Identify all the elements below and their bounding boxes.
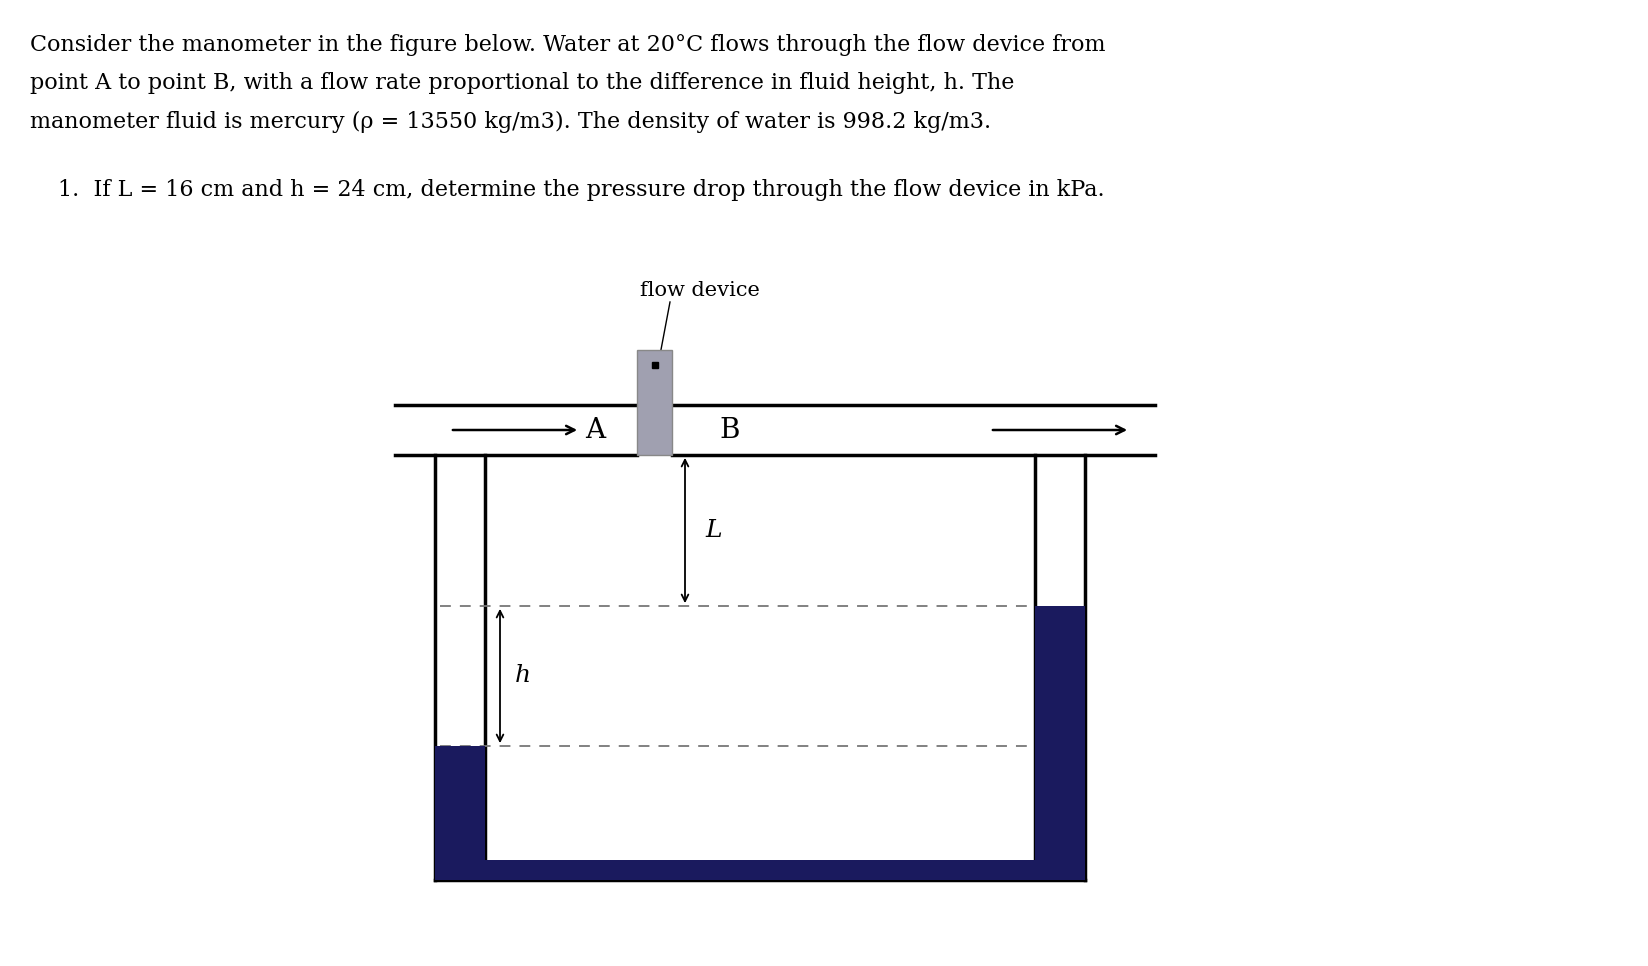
Text: Consider the manometer in the figure below. Water at 20°C flows through the flow: Consider the manometer in the figure bel… (30, 34, 1106, 56)
Bar (1035, 606, 1084, 880)
Text: h: h (514, 665, 531, 688)
Text: flow device: flow device (639, 281, 760, 300)
Text: point A to point B, with a flow rate proportional to the difference in fluid hei: point A to point B, with a flow rate pro… (30, 72, 1014, 95)
Text: B: B (720, 416, 740, 443)
Text: manometer fluid is mercury (ρ = 13550 kg/m3). The density of water is 998.2 kg/m: manometer fluid is mercury (ρ = 13550 kg… (30, 111, 990, 133)
Text: L: L (705, 519, 722, 542)
Text: 1.  If L = 16 cm and h = 24 cm, determine the pressure drop through the flow dev: 1. If L = 16 cm and h = 24 cm, determine… (58, 179, 1104, 201)
Bar (435, 746, 485, 880)
Text: A: A (585, 416, 605, 443)
Bar (638, 350, 672, 455)
Bar (435, 860, 1084, 880)
